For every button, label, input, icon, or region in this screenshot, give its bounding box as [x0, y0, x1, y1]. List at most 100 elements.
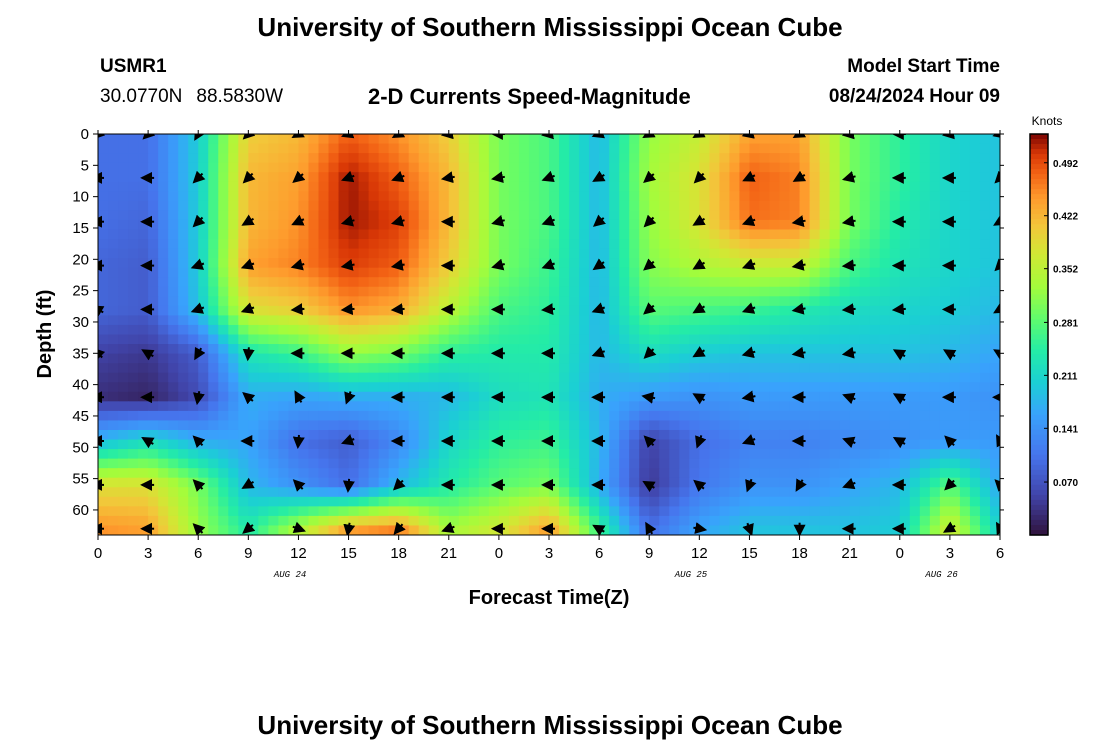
current-vector-arrow: [242, 170, 256, 184]
heatmap-cell: [679, 515, 690, 527]
current-vector-arrow: [242, 347, 255, 362]
heatmap-cell: [468, 277, 480, 288]
heatmap-cell: [719, 296, 730, 307]
heatmap-cell: [478, 286, 490, 297]
heatmap-cell: [248, 191, 259, 202]
heatmap-cell: [238, 468, 249, 479]
heatmap-cell: [569, 506, 580, 517]
heatmap-cell: [188, 487, 199, 498]
heatmap-cell: [579, 487, 590, 498]
heatmap-cell: [659, 477, 670, 488]
colorbar-swatch: [1030, 379, 1048, 386]
heatmap-cell: [579, 506, 590, 517]
heatmap-cell: [749, 324, 761, 336]
heatmap-cell: [899, 239, 911, 250]
heatmap-cell: [569, 162, 580, 173]
heatmap-cell: [368, 267, 380, 278]
heatmap-cell: [368, 391, 380, 402]
heatmap-cell: [218, 181, 229, 192]
colorbar-swatch: [1030, 229, 1048, 235]
heatmap-cell: [448, 181, 460, 192]
heatmap-cell: [629, 315, 640, 326]
heatmap-cell: [549, 458, 560, 469]
heatmap-cell: [538, 487, 550, 498]
heatmap-cell: [669, 267, 680, 278]
heatmap-cell: [559, 305, 570, 317]
colorbar-swatch: [1030, 304, 1048, 311]
heatmap-cell: [508, 239, 520, 250]
heatmap-cell: [559, 229, 570, 240]
heatmap-cell: [108, 372, 119, 383]
heatmap-cell: [258, 296, 269, 307]
heatmap-cell: [679, 181, 690, 192]
heatmap-cell: [368, 477, 380, 488]
heatmap-cell: [478, 200, 490, 211]
heatmap-cell: [689, 410, 700, 422]
heatmap-cell: [769, 372, 781, 383]
heatmap-cell: [228, 181, 239, 192]
heatmap-cell: [699, 334, 710, 345]
heatmap-cell: [298, 267, 310, 278]
heatmap-cell: [819, 162, 831, 173]
heatmap-cell: [699, 162, 710, 173]
heatmap-cell: [919, 200, 931, 211]
heatmap-cell: [408, 353, 420, 364]
heatmap-cell: [559, 429, 570, 441]
heatmap-cell: [138, 305, 149, 317]
heatmap-cell: [829, 477, 841, 488]
heatmap-cell: [498, 344, 510, 355]
heatmap-cell: [458, 248, 470, 259]
heatmap-cell: [488, 200, 500, 211]
heatmap-cell: [288, 324, 300, 336]
heatmap-cell: [458, 458, 470, 469]
heatmap-cell: [899, 420, 911, 431]
heatmap-cell: [729, 372, 741, 383]
heatmap-cell: [278, 286, 290, 297]
heatmap-cell: [809, 229, 821, 240]
heatmap-cell: [979, 372, 991, 383]
heatmap-cell: [579, 420, 590, 431]
heatmap-cell: [178, 296, 189, 307]
heatmap-cell: [408, 363, 420, 374]
colorbar-swatch: [1030, 259, 1048, 265]
heatmap-cell: [929, 162, 941, 173]
heatmap-cell: [869, 515, 881, 527]
heatmap-cell: [318, 401, 330, 412]
heatmap-cell: [679, 239, 690, 250]
heatmap-cell: [318, 277, 330, 288]
heatmap-cell: [709, 353, 720, 364]
heatmap-cell: [969, 420, 981, 431]
heatmap-cell: [679, 401, 690, 412]
heatmap-cell: [599, 162, 610, 173]
heatmap-cell: [138, 334, 149, 345]
heatmap-cell: [589, 353, 600, 364]
heatmap-cell: [949, 429, 961, 441]
heatmap-cell: [809, 210, 821, 221]
heatmap-cell: [328, 372, 340, 383]
heatmap-cell: [328, 525, 340, 535]
heatmap-cell: [739, 458, 751, 469]
heatmap-cell: [478, 439, 490, 450]
heatmap-cell: [508, 153, 520, 164]
heatmap-cell: [428, 315, 440, 326]
colorbar-swatch: [1030, 219, 1048, 225]
heatmap-cell: [639, 200, 650, 211]
heatmap-cell: [518, 439, 530, 450]
heatmap-cell: [829, 229, 841, 240]
colorbar-swatch: [1030, 389, 1048, 396]
heatmap-cell: [438, 382, 450, 393]
heatmap-cell: [849, 267, 861, 278]
heatmap-cell: [789, 296, 801, 307]
heatmap-cell: [699, 487, 710, 498]
heatmap-cell: [609, 334, 620, 345]
heatmap-cell: [418, 525, 430, 535]
heatmap-cell: [819, 143, 831, 154]
heatmap-cell: [258, 353, 269, 364]
heatmap-cell: [719, 487, 730, 498]
heatmap-cell: [428, 219, 440, 231]
heatmap-cell: [468, 191, 480, 202]
heatmap-cell: [198, 277, 209, 288]
heatmap-cell: [338, 229, 350, 240]
heatmap-cell: [98, 410, 109, 422]
heatmap-cell: [188, 458, 199, 469]
